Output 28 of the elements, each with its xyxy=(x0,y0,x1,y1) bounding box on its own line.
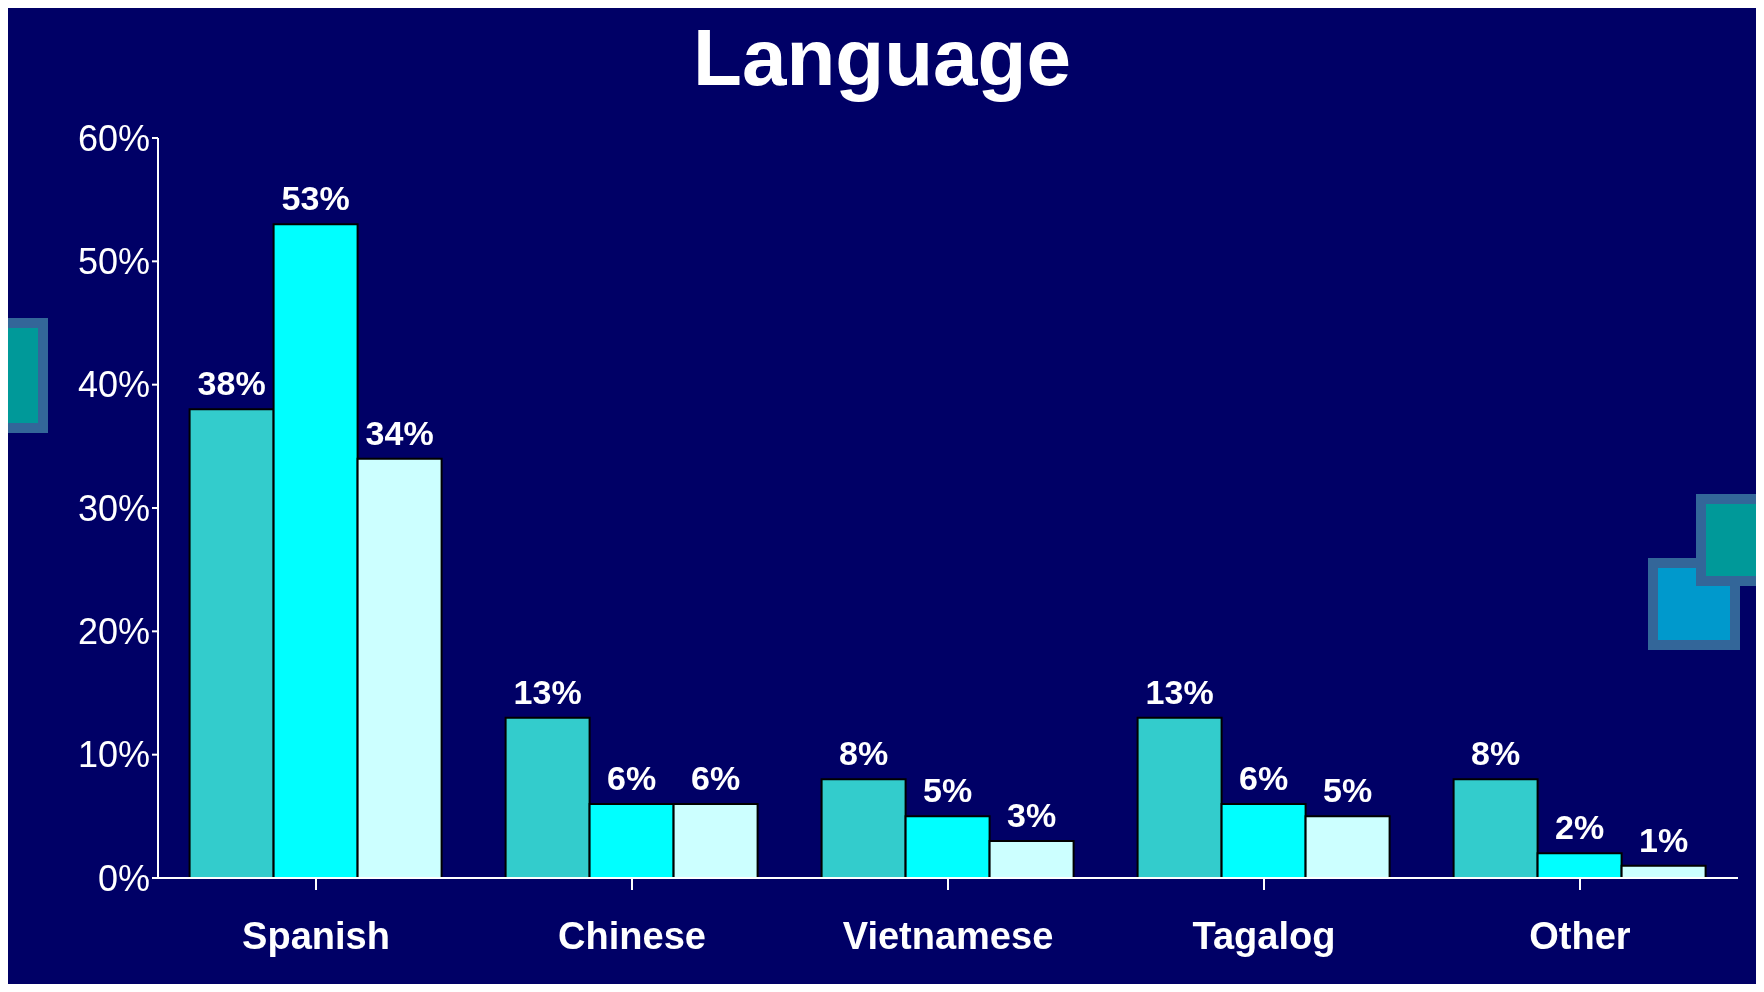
data-label: 5% xyxy=(923,771,973,810)
y-tick-label: 0% xyxy=(97,857,150,899)
data-label: 3% xyxy=(1007,796,1057,834)
x-tick-label: Tagalog xyxy=(1192,914,1336,957)
data-label: 1% xyxy=(1639,820,1689,859)
data-label: 13% xyxy=(1145,672,1214,711)
data-label: 2% xyxy=(1555,808,1605,847)
data-label: 5% xyxy=(1323,771,1373,810)
data-label: 13% xyxy=(513,672,582,711)
y-tick-label: 60% xyxy=(77,117,150,159)
y-tick-label: 50% xyxy=(77,241,150,283)
chart-title: Language xyxy=(692,12,1072,104)
x-tick-label: Chinese xyxy=(558,914,706,957)
y-tick-label: 40% xyxy=(77,364,150,406)
data-label: 8% xyxy=(839,734,889,773)
data-label: 6% xyxy=(607,759,657,797)
data-label: 6% xyxy=(691,759,741,797)
x-tick-label: Vietnamese xyxy=(842,914,1054,957)
data-label: 8% xyxy=(1471,734,1521,773)
y-tick-label: 30% xyxy=(77,487,150,529)
data-label: 38% xyxy=(197,364,266,403)
data-label: 34% xyxy=(365,413,434,452)
data-label: 53% xyxy=(281,179,350,218)
x-tick-label: Other xyxy=(1529,914,1631,957)
y-tick-label: 10% xyxy=(77,734,150,776)
data-label: 6% xyxy=(1239,759,1289,797)
y-tick-label: 20% xyxy=(77,611,150,653)
x-tick-label: Spanish xyxy=(242,914,390,957)
